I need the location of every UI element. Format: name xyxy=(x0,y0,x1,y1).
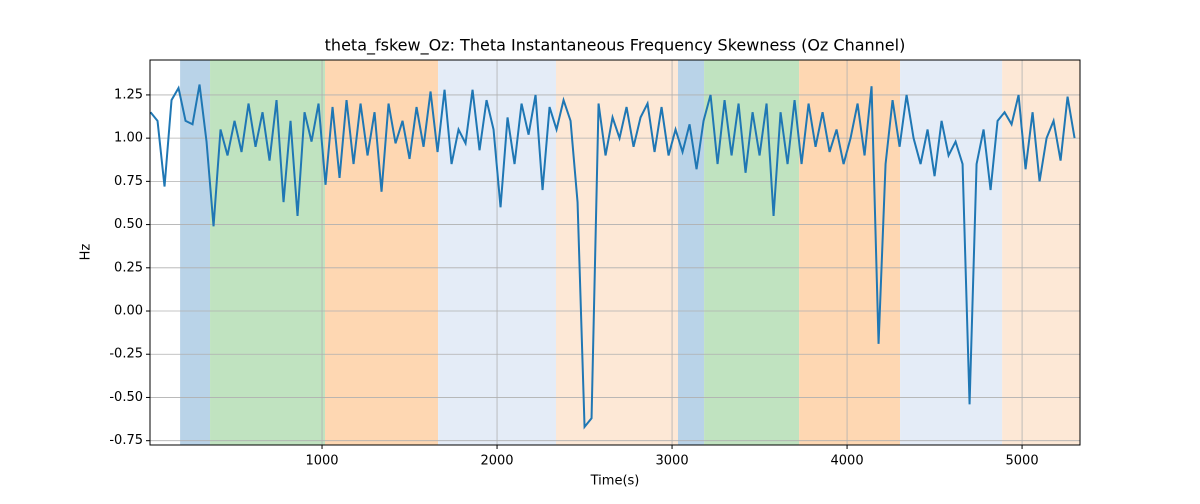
shaded-region xyxy=(556,60,679,445)
y-tick-label: -0.50 xyxy=(109,390,143,405)
axes-frame xyxy=(149,59,1081,446)
x-tick-label: 1000 xyxy=(305,454,338,469)
y-tick-label: -0.25 xyxy=(109,347,143,362)
x-axis-label: Time(s) xyxy=(590,474,640,489)
x-tick-label: 5000 xyxy=(1006,454,1039,469)
shaded-region xyxy=(900,60,1003,445)
y-tick-label: 1.25 xyxy=(114,87,143,102)
shaded-region xyxy=(325,60,439,445)
y-tick-label: 0.50 xyxy=(114,217,143,232)
shaded-region xyxy=(1002,60,1080,445)
y-tick-label: 0.00 xyxy=(114,304,143,319)
chart-title: theta_fskew_Oz: Theta Instantaneous Freq… xyxy=(325,36,906,56)
x-tick-label: 2000 xyxy=(480,454,513,469)
x-tick-label: 3000 xyxy=(656,454,689,469)
x-tick-label: 4000 xyxy=(831,454,864,469)
y-tick-label: 0.75 xyxy=(114,174,143,189)
y-tick-label: 0.25 xyxy=(114,260,143,275)
data-line xyxy=(150,84,1076,430)
y-tick-label: 1.00 xyxy=(114,131,143,146)
y-tick-label: -0.75 xyxy=(109,433,143,448)
shaded-region xyxy=(210,60,326,445)
shaded-region xyxy=(799,60,901,445)
y-axis-label: Hz xyxy=(79,244,94,261)
shaded-region xyxy=(678,60,705,445)
